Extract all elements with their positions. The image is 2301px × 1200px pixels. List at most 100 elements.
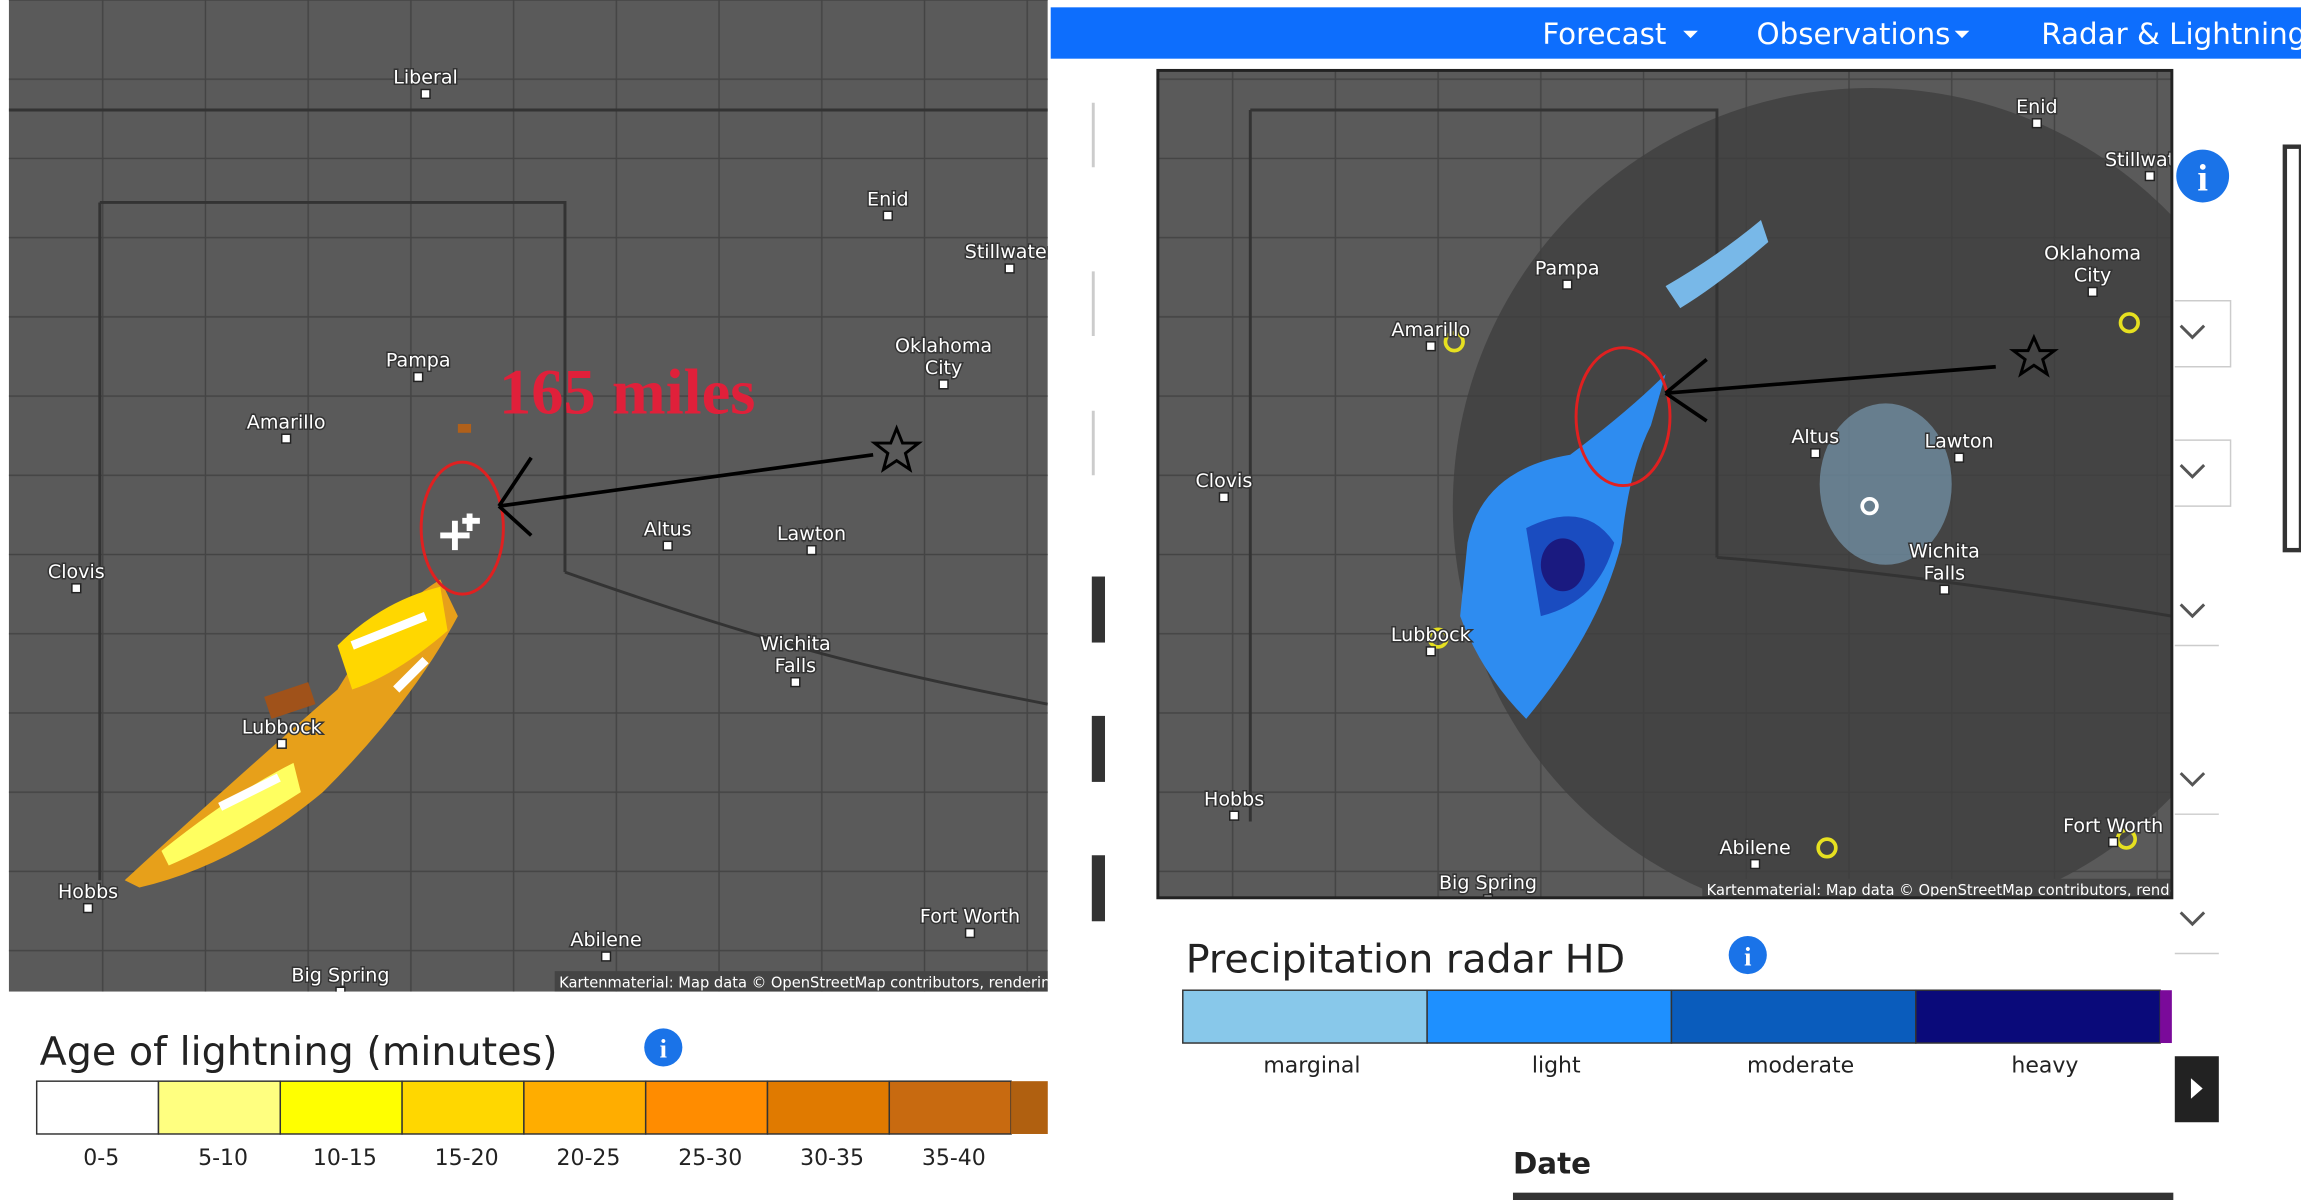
legend-swatch — [644, 1080, 769, 1135]
city-marker — [2108, 836, 2119, 848]
side-bars — [1091, 144, 2301, 922]
city-marker — [335, 986, 346, 992]
sidebar-controls[interactable] — [1091, 102, 2232, 955]
legend-swatch — [1426, 989, 1673, 1044]
city-marker — [1425, 341, 1436, 352]
city-name: Abilene — [570, 929, 641, 951]
legend-swatch — [523, 1080, 647, 1135]
city-marker — [1939, 584, 1950, 595]
date-bar — [1512, 1192, 2174, 1200]
city-name: Hobbs — [1204, 788, 1264, 810]
city-name: Abilene — [1719, 837, 1790, 859]
distance-arrow — [497, 452, 874, 537]
info-icons[interactable]: i i i — [644, 149, 2230, 1067]
next-arrow — [2190, 1078, 2203, 1099]
legend-label: 5-10 — [198, 1146, 248, 1171]
date-label: Date — [1513, 1147, 1591, 1181]
lightning-legend: 0-5 5-10 10-15 15-20 20-25 25-30 30-35 35-40 — [35, 1080, 1048, 1171]
city-marker — [276, 738, 287, 749]
state-border — [8, 108, 1048, 881]
city-name: Liberal — [393, 67, 458, 89]
attribution: Kartenmaterial: Map data © OpenStreetMap… — [559, 974, 1060, 991]
city-marker — [1218, 492, 1230, 503]
city-name: Lawton — [777, 523, 846, 545]
legend-label: 15-20 — [435, 1146, 499, 1171]
legend-label: light — [1532, 1053, 1581, 1078]
legend-swatch — [1011, 1081, 1048, 1134]
distance-arrow — [1664, 357, 1996, 423]
legend-swatch — [766, 1080, 891, 1135]
star-marker — [2008, 333, 2059, 378]
city-marker — [1004, 263, 1015, 274]
nav-item[interactable]: Observations — [1757, 17, 1951, 51]
city-name: Falls — [775, 655, 816, 677]
city-marker — [2144, 170, 2155, 182]
city-marker — [1749, 858, 1761, 870]
city-marker — [1425, 646, 1436, 657]
legend-swatch — [1670, 989, 1917, 1044]
city-marker — [1229, 810, 1240, 821]
radar-range — [1452, 88, 2172, 898]
city-marker — [600, 951, 612, 962]
city-marker — [413, 371, 424, 383]
city-marker — [420, 88, 431, 100]
nav-caret — [1683, 30, 1698, 39]
svg-text:i: i — [2197, 158, 2208, 200]
attribution-bg — [1702, 878, 2172, 898]
city-marker — [790, 677, 801, 688]
city-marker — [806, 544, 817, 556]
city-marker — [82, 902, 94, 914]
state-border — [1248, 108, 2172, 822]
city-marker — [2087, 286, 2098, 298]
city-name: Oklahoma — [895, 335, 992, 357]
legend-title: Precipitation radar HD — [1186, 937, 1625, 983]
city-name: Stillwater — [965, 241, 1055, 263]
nav-item[interactable]: Forecast — [1542, 17, 1666, 51]
legend-label: 10-15 — [313, 1146, 377, 1171]
city-marker — [1810, 448, 1821, 459]
legend-label: moderate — [1747, 1053, 1854, 1078]
city-name: Enid — [867, 188, 909, 210]
city-name: Enid — [2016, 96, 2058, 118]
city-name: Big Spring — [1439, 872, 1537, 894]
legend-title: Age of lightning (minutes) — [40, 1029, 558, 1075]
legend-swatch — [888, 1080, 1012, 1135]
nav-item[interactable]: Radar & Lightning — [2041, 17, 2301, 51]
legend-swatch — [157, 1080, 282, 1135]
city-name: Falls — [1924, 562, 1965, 584]
distance-annotation: 165 miles — [499, 356, 755, 428]
city-name: City — [925, 357, 962, 379]
city-name: Wichita — [760, 633, 831, 655]
lightning-strikes — [124, 423, 480, 888]
city-name: Wichita — [1909, 540, 1980, 562]
city-name: Pampa — [386, 350, 451, 372]
city-name: Big Spring — [291, 964, 389, 986]
city-name: Amarillo — [247, 411, 326, 433]
city-name: Lubbock — [1391, 624, 1471, 646]
city-name: Lubbock — [242, 716, 322, 738]
city-name: City — [2074, 265, 2111, 287]
legend-label: heavy — [2011, 1053, 2078, 1078]
nav-menu: Forecast Observations Radar & Lightning — [1542, 17, 2301, 51]
lightning-map: 165 miles Kartenmaterial: Map data © Ope… — [8, 0, 1060, 992]
legend-label: 0-5 — [83, 1146, 119, 1171]
city-name: Hobbs — [58, 881, 118, 903]
city-name: Altus — [644, 518, 692, 540]
radar-map: Kartenmaterial: Map data © OpenStreetMap… — [1157, 70, 2172, 898]
city-name: Altus — [1791, 426, 1839, 448]
legend-label: 20-25 — [556, 1146, 620, 1171]
radar-legend: marginal light moderate heavy — [1182, 989, 2172, 1078]
precipitation — [1460, 220, 1952, 719]
nav-caret — [1954, 30, 1970, 39]
legend-swatch — [279, 1080, 403, 1135]
legend-swatch — [35, 1080, 160, 1135]
city-name: Clovis — [1195, 470, 1252, 492]
legend-swatch — [2160, 990, 2172, 1044]
city-name: Lawton — [1925, 430, 1994, 452]
highlight-ellipse — [419, 460, 505, 596]
city-name: Fort Worth — [2063, 815, 2163, 837]
map-frame — [1156, 68, 2174, 900]
